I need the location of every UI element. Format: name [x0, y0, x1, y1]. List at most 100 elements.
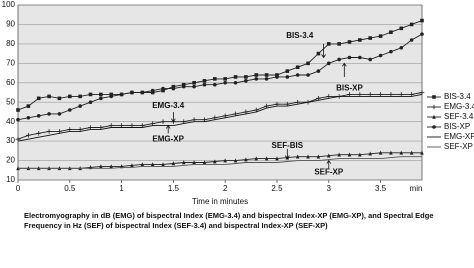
marker [358, 152, 362, 157]
marker [181, 160, 186, 165]
marker [26, 132, 31, 138]
series-line [17, 93, 423, 142]
legend-label: EMG-3.4 [444, 102, 474, 111]
marker [254, 73, 259, 77]
marker [109, 164, 114, 169]
x-tick-label: 2.5 [271, 184, 283, 193]
x-tick-label: 3.5 [375, 184, 387, 193]
marker [140, 162, 145, 167]
y-tick-label: 70 [6, 58, 15, 67]
caption-line: Frequency in Hz (SEF) of bispectral Inde… [24, 221, 328, 230]
y-tick-label: 80 [6, 39, 15, 48]
y-tick-label: 90 [6, 20, 15, 29]
y-tick-label: 30 [6, 136, 15, 145]
y-tick-label: 50 [6, 97, 15, 106]
marker [347, 152, 352, 157]
marker [130, 163, 134, 168]
marker [47, 112, 51, 116]
marker [326, 153, 331, 158]
marker [36, 96, 41, 101]
marker [389, 49, 393, 54]
marker [202, 160, 207, 165]
x-tick-label: 2 [223, 184, 228, 193]
marker [67, 108, 72, 112]
annotation-arrow [285, 148, 290, 160]
series-line [17, 92, 423, 140]
marker [171, 161, 176, 166]
marker [432, 114, 436, 119]
marker [130, 90, 134, 95]
marker [264, 156, 269, 161]
x-tick-label: 1 [119, 184, 124, 193]
marker [26, 104, 31, 108]
marker [36, 131, 42, 136]
marker [275, 156, 279, 161]
marker [306, 154, 310, 159]
x-tick-label: 0.5 [64, 184, 76, 193]
marker [233, 158, 238, 163]
annotation-arrow [321, 43, 326, 59]
marker [233, 80, 238, 85]
marker [316, 154, 321, 159]
marker [171, 86, 176, 91]
y-tick-label: 10 [6, 175, 15, 184]
y-tick-label: 20 [6, 156, 15, 165]
marker [419, 90, 425, 95]
marker [358, 55, 362, 60]
marker [16, 108, 20, 112]
marker [88, 92, 93, 97]
marker [244, 157, 248, 162]
marker [337, 152, 341, 157]
marker [347, 55, 352, 60]
marker [358, 38, 362, 42]
y-tick-label: 60 [6, 78, 15, 87]
marker [399, 26, 404, 31]
marker [389, 150, 393, 155]
marker [161, 162, 165, 167]
marker [26, 115, 31, 120]
marker [285, 69, 290, 73]
legend-label: SEF-3.4 [444, 112, 474, 121]
marker [47, 94, 51, 99]
marker [431, 104, 437, 110]
marker [78, 94, 82, 99]
marker [192, 160, 196, 165]
marker [420, 150, 424, 155]
marker [264, 77, 269, 81]
series-line [17, 33, 423, 121]
marker [368, 36, 373, 40]
annotation-arrow [171, 111, 176, 123]
marker [161, 88, 165, 93]
marker [213, 82, 217, 87]
marker [213, 77, 217, 81]
marker [88, 100, 93, 105]
marker [326, 61, 331, 66]
y-tick-label: 100 [2, 0, 16, 9]
marker [223, 77, 227, 81]
marker [109, 92, 114, 97]
marker [181, 84, 186, 89]
marker [150, 88, 155, 93]
marker [213, 159, 217, 164]
marker [202, 79, 207, 83]
marker [192, 84, 196, 89]
marker [181, 82, 186, 87]
annotation: EMG-3.4 [152, 101, 185, 110]
marker [171, 84, 176, 89]
marker [432, 125, 436, 129]
marker [150, 90, 155, 95]
caption-line: Electromyography in dB (EMG) of bispectr… [24, 211, 434, 220]
marker [254, 156, 259, 161]
marker [432, 95, 436, 99]
marker [150, 162, 155, 167]
annotation: BIS-3.4 [286, 31, 314, 40]
marker [420, 32, 424, 36]
marker [223, 80, 227, 85]
marker [275, 75, 279, 79]
annotation: SEF-BIS [272, 141, 304, 150]
marker [16, 117, 20, 122]
annotation-arrow [165, 124, 171, 134]
series-line [18, 156, 422, 169]
annotation-arrow [341, 62, 347, 77]
